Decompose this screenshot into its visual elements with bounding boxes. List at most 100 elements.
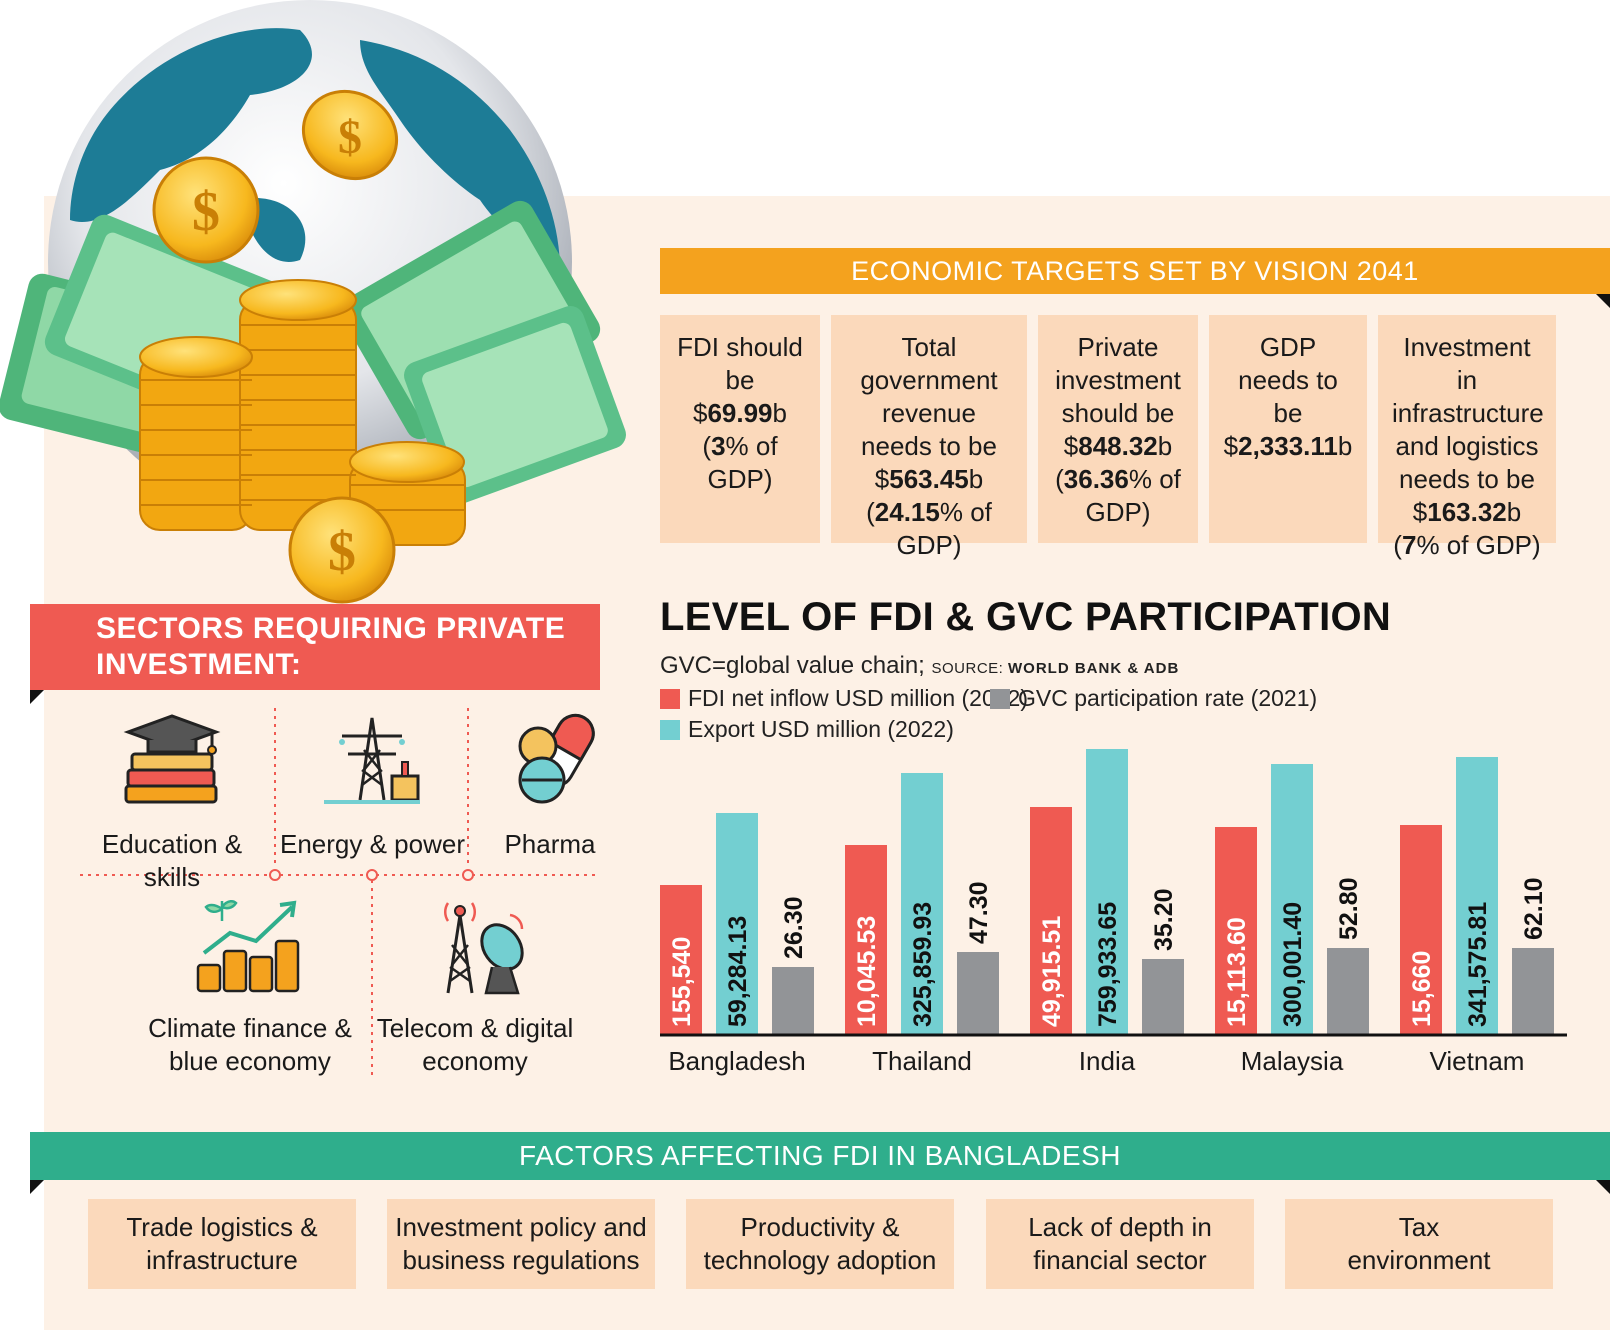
- sector-label-energy: Energy & power: [280, 829, 465, 859]
- factor-box-financial-sector: Lack of depth in financial sector: [986, 1199, 1254, 1289]
- legend-swatch-grey: [990, 688, 1010, 709]
- svg-text:$: $: [328, 521, 356, 583]
- sectors-header-line: INVESTMENT:: [96, 648, 302, 681]
- bar-thailand-series-0: [845, 845, 887, 1035]
- target-value: 848.32: [1078, 431, 1158, 461]
- target-value: 163.32: [1427, 497, 1507, 527]
- target-text-post: % of GDP): [896, 497, 992, 560]
- target-text-post: % of GDP): [1416, 530, 1541, 560]
- bar-value-label: 59,284.13: [724, 916, 752, 1027]
- bar-value-label: 49,915.51: [1038, 916, 1066, 1027]
- bar-india-series-1: [1086, 749, 1128, 1035]
- factor-line: financial sector: [1033, 1245, 1207, 1275]
- bar-value-label: 15,113.60: [1223, 917, 1251, 1027]
- target-text-mid: b (: [702, 398, 787, 461]
- sector-label-line: blue economy: [169, 1046, 331, 1076]
- banner-fold: [30, 690, 44, 704]
- economic-targets-list: FDI should be $69.99b (3% of GDP) Total …: [660, 315, 1556, 560]
- factor-text: Lack of depth in financial sector: [1028, 1211, 1212, 1277]
- bar-india-series-0: [1030, 807, 1072, 1035]
- factor-box-investment-policy: Investment policy and business regulation…: [387, 1199, 655, 1289]
- factor-line: Productivity &: [740, 1212, 900, 1242]
- bar-vietnam-series-2: [1512, 948, 1554, 1035]
- target-value: 2,333.11: [1238, 431, 1338, 461]
- target-text-post: % of GDP): [707, 431, 778, 494]
- factor-line: Lack of depth in: [1028, 1212, 1212, 1242]
- target-value: 563.45: [889, 464, 969, 494]
- legend-gvc: GVC participation rate (2021): [990, 685, 1317, 712]
- bar-value-label: 325,859.93: [909, 902, 937, 1027]
- target-box-infrastructure: Investment in infrastructure and logisti…: [1378, 315, 1556, 560]
- bar-vietnam-series-0: [1400, 825, 1442, 1035]
- sector-label-telecom: Telecom & digital economy: [370, 1012, 580, 1078]
- target-text-pre: GDP needs to be $: [1223, 332, 1338, 461]
- legend-label: GVC participation rate (2021): [1018, 685, 1318, 711]
- factor-line: infrastructure: [146, 1245, 298, 1275]
- bar-malaysia-series-1: [1271, 764, 1313, 1035]
- bar-value-label: 10,045.53: [853, 916, 881, 1027]
- target-text: Private investment should be $848.32b (3…: [1053, 331, 1183, 529]
- banner-fold: [30, 1180, 44, 1194]
- factor-line: business regulations: [402, 1245, 640, 1275]
- globe-money-illustration: $ $ $: [0, 0, 626, 604]
- bar-bangladesh-series-2: [772, 967, 814, 1035]
- category-label: Vietnam: [1430, 1046, 1525, 1076]
- target-box-gdp: GDP needs to be $2,333.11b: [1209, 315, 1367, 543]
- chart-subtitle: GVC=global value chain; SOURCE: WORLD BA…: [660, 652, 1179, 680]
- bar-india-series-2: [1142, 959, 1184, 1035]
- factor-line: technology adoption: [703, 1245, 937, 1275]
- factor-text: Trade logistics & infrastructure: [126, 1211, 317, 1277]
- sectors-header-line: SECTORS REQUIRING PRIVATE: [96, 612, 566, 645]
- bar-value-label: 47.30: [965, 881, 993, 944]
- bar-value-label: 155,540: [668, 937, 696, 1027]
- growth-coins-icon: [196, 900, 300, 993]
- sector-label-climate: Climate finance & blue economy: [140, 1012, 360, 1078]
- factor-line: Tax: [1398, 1212, 1440, 1242]
- target-text-mid: b (: [1393, 497, 1522, 560]
- legend-swatch-teal: [660, 719, 680, 740]
- target-text-mid: b (: [866, 464, 984, 527]
- target-text-mid: b: [1337, 431, 1353, 461]
- target-text-mid: b (: [1055, 431, 1173, 494]
- legend-export: Export USD million (2022): [660, 716, 954, 743]
- target-text-pre: Total government revenue needs to be $: [860, 332, 998, 494]
- bar-thailand-series-1: [901, 773, 943, 1035]
- svg-text:$: $: [338, 111, 362, 164]
- category-label: Malaysia: [1241, 1046, 1344, 1076]
- factor-text: Tax environment: [1347, 1211, 1490, 1277]
- legend-fdi: FDI net inflow USD million (2022): [660, 685, 1028, 712]
- target-box-revenue: Total government revenue needs to be $56…: [831, 315, 1027, 560]
- bar-value-label: 759,933.65: [1094, 902, 1122, 1027]
- factor-box-productivity: Productivity & technology adoption: [686, 1199, 954, 1289]
- pharma-pills-icon: [518, 713, 595, 804]
- bar-vietnam-series-1: [1456, 757, 1498, 1035]
- dollar-coin-icon: $ $ $: [152, 89, 399, 604]
- target-percent: 3: [711, 431, 726, 461]
- factor-box-trade-logistics: Trade logistics & infrastructure: [88, 1199, 356, 1289]
- factor-text: Productivity & technology adoption: [704, 1211, 937, 1277]
- svg-text:$: $: [192, 181, 220, 243]
- coin-stacks-icon: [139, 279, 466, 546]
- category-label: Bangladesh: [668, 1046, 805, 1076]
- bar-value-label: 300,001.40: [1279, 902, 1307, 1027]
- legend-label: FDI net inflow USD million (2022): [688, 685, 1029, 711]
- target-box-fdi: FDI should be $69.99b (3% of GDP): [660, 315, 820, 543]
- chart-title: LEVEL OF FDI & GVC PARTICIPATION: [660, 595, 1392, 639]
- factor-text: Investment policy and business regulation…: [395, 1211, 646, 1277]
- bar-bangladesh-series-1: [716, 813, 758, 1035]
- bar-bangladesh-series-0: [660, 885, 702, 1035]
- economic-targets-header: ECONOMIC TARGETS SET BY VISION 2041: [660, 248, 1610, 294]
- banknotes-icon: [0, 200, 626, 505]
- bar-value-label: 15,660: [1408, 951, 1436, 1027]
- category-label: India: [1079, 1046, 1136, 1076]
- sector-label-education: Education & skills: [101, 829, 243, 892]
- target-text-pre: Private investment should be $: [1055, 332, 1181, 461]
- sector-label-line: economy: [422, 1046, 528, 1076]
- target-percent: 36.36: [1063, 464, 1129, 494]
- bar-malaysia-series-0: [1215, 827, 1257, 1035]
- category-label: Thailand: [872, 1046, 972, 1076]
- factor-line: Trade logistics &: [126, 1212, 318, 1242]
- target-text: Total government revenue needs to be $56…: [844, 331, 1014, 562]
- legend-swatch-red: [660, 688, 680, 709]
- bar-value-label: 52.80: [1335, 877, 1363, 940]
